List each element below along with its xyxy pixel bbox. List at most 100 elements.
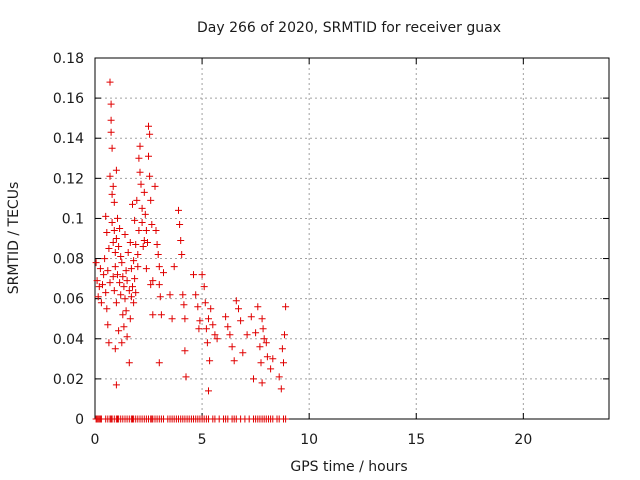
data-point bbox=[130, 299, 138, 307]
data-point bbox=[103, 229, 111, 236]
y-tick-label: 0.08 bbox=[53, 252, 84, 268]
data-point bbox=[146, 130, 154, 138]
data-point bbox=[170, 263, 178, 271]
data-point bbox=[108, 219, 116, 226]
data-point bbox=[258, 379, 266, 387]
data-point bbox=[123, 277, 131, 285]
data-point bbox=[125, 359, 133, 367]
data-point bbox=[118, 259, 126, 267]
data-point bbox=[111, 249, 119, 256]
data-point bbox=[131, 216, 139, 224]
data-point bbox=[152, 227, 160, 234]
x-tick-label: 15 bbox=[407, 432, 425, 448]
data-point bbox=[134, 263, 142, 271]
data-point bbox=[262, 339, 270, 347]
data-point bbox=[110, 198, 118, 206]
x-tick-label: 10 bbox=[300, 432, 318, 448]
data-point bbox=[139, 243, 147, 250]
data-point bbox=[177, 237, 185, 244]
data-point bbox=[106, 279, 114, 287]
data-point bbox=[179, 291, 187, 299]
data-point bbox=[155, 263, 163, 271]
data-point bbox=[282, 303, 290, 311]
data-point bbox=[129, 200, 136, 208]
chart-title: Day 266 of 2020, SRMTID for receiver gua… bbox=[197, 20, 501, 36]
data-point bbox=[120, 323, 128, 331]
data-point bbox=[124, 249, 132, 256]
data-point bbox=[247, 313, 255, 321]
data-point bbox=[96, 265, 104, 273]
data-point bbox=[121, 295, 129, 303]
data-point bbox=[121, 231, 129, 238]
data-point bbox=[116, 279, 124, 287]
data-point bbox=[142, 265, 150, 273]
data-point bbox=[202, 325, 210, 333]
data-point bbox=[94, 293, 102, 301]
data-point bbox=[145, 152, 152, 160]
x-tick-label: 0 bbox=[91, 432, 100, 448]
data-point bbox=[258, 315, 266, 323]
data-point bbox=[149, 277, 157, 285]
data-point bbox=[235, 305, 242, 313]
data-point bbox=[146, 172, 154, 180]
data-point bbox=[147, 281, 155, 289]
data-point bbox=[181, 315, 189, 323]
data-point bbox=[206, 357, 214, 365]
data-point bbox=[222, 313, 230, 321]
data-point bbox=[101, 255, 109, 263]
data-point bbox=[243, 331, 251, 339]
data-point bbox=[194, 303, 202, 311]
x-tick-label: 5 bbox=[198, 432, 207, 448]
y-tick-label: 0.04 bbox=[53, 332, 84, 348]
data-point bbox=[178, 251, 186, 258]
data-point bbox=[232, 297, 240, 305]
y-tick-label: 0 bbox=[75, 412, 84, 428]
data-point bbox=[201, 299, 209, 307]
x-axis-label: GPS time / hours bbox=[290, 459, 407, 475]
data-point bbox=[239, 349, 247, 357]
data-point bbox=[129, 283, 136, 291]
data-point bbox=[126, 239, 134, 246]
data-point bbox=[151, 182, 159, 190]
data-point bbox=[117, 253, 125, 260]
plot-frame bbox=[94, 57, 610, 420]
data-point bbox=[198, 271, 206, 279]
data-point bbox=[213, 335, 221, 343]
data-point bbox=[107, 116, 115, 124]
data-point bbox=[278, 345, 286, 353]
data-point bbox=[93, 277, 101, 285]
data-point bbox=[116, 225, 124, 232]
y-tick-label: 0.18 bbox=[53, 51, 84, 67]
axis-ticks: 0 0.02 0.04 0.06 0.08 0.1 0.12 0.14 0.16 0.18 0 5 10… bbox=[53, 51, 609, 448]
data-point bbox=[259, 325, 267, 333]
data-point bbox=[126, 315, 134, 323]
data-point bbox=[122, 307, 130, 315]
data-point bbox=[153, 241, 161, 248]
data-point bbox=[107, 100, 115, 108]
data-point bbox=[105, 339, 113, 347]
data-point bbox=[207, 305, 215, 313]
data-point bbox=[114, 271, 121, 279]
data-point bbox=[103, 305, 111, 313]
data-point bbox=[137, 180, 145, 188]
data-point bbox=[195, 325, 203, 333]
data-point bbox=[277, 385, 285, 393]
data-point bbox=[230, 357, 238, 365]
data-point bbox=[108, 144, 116, 152]
data-point bbox=[132, 289, 140, 297]
data-point bbox=[105, 245, 113, 252]
y-axis-label: SRMTID / TECUs bbox=[6, 182, 22, 295]
data-point bbox=[127, 265, 135, 273]
data-point bbox=[118, 339, 126, 347]
data-point bbox=[260, 335, 268, 343]
data-point bbox=[102, 212, 110, 220]
data-point bbox=[192, 291, 200, 299]
data-point bbox=[254, 303, 262, 311]
data-point bbox=[104, 321, 112, 329]
data-point bbox=[135, 154, 143, 162]
data-point bbox=[115, 243, 123, 250]
data-point bbox=[196, 317, 204, 325]
data-point bbox=[112, 381, 120, 389]
data-point bbox=[160, 269, 167, 277]
data-point bbox=[109, 182, 117, 190]
